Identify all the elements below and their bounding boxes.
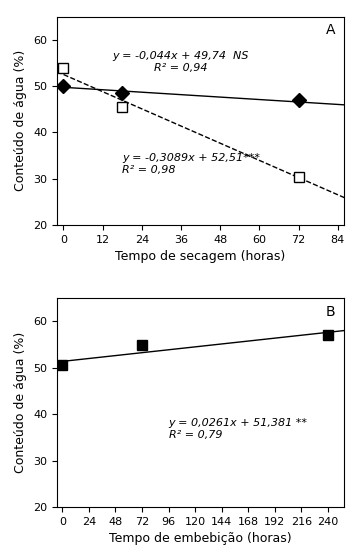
Text: R² = 0,94: R² = 0,94 (154, 63, 208, 73)
X-axis label: Tempo de embebição (horas): Tempo de embebição (horas) (109, 532, 292, 545)
X-axis label: Tempo de secagem (horas): Tempo de secagem (horas) (115, 251, 286, 263)
Text: y = -0,044x + 49,74  NS: y = -0,044x + 49,74 NS (113, 51, 249, 61)
Text: B: B (326, 305, 336, 318)
Text: R² = 0,79: R² = 0,79 (169, 430, 222, 440)
Text: y = 0,0261x + 51,381 **: y = 0,0261x + 51,381 ** (169, 418, 307, 429)
Text: A: A (326, 23, 336, 37)
Y-axis label: Conteúdo de água (%): Conteúdo de água (%) (15, 332, 27, 473)
Text: y = -0,3089x + 52,51***: y = -0,3089x + 52,51*** (122, 153, 260, 163)
Text: R² = 0,98: R² = 0,98 (122, 165, 176, 175)
Y-axis label: Conteúdo de água (%): Conteúdo de água (%) (15, 50, 27, 192)
